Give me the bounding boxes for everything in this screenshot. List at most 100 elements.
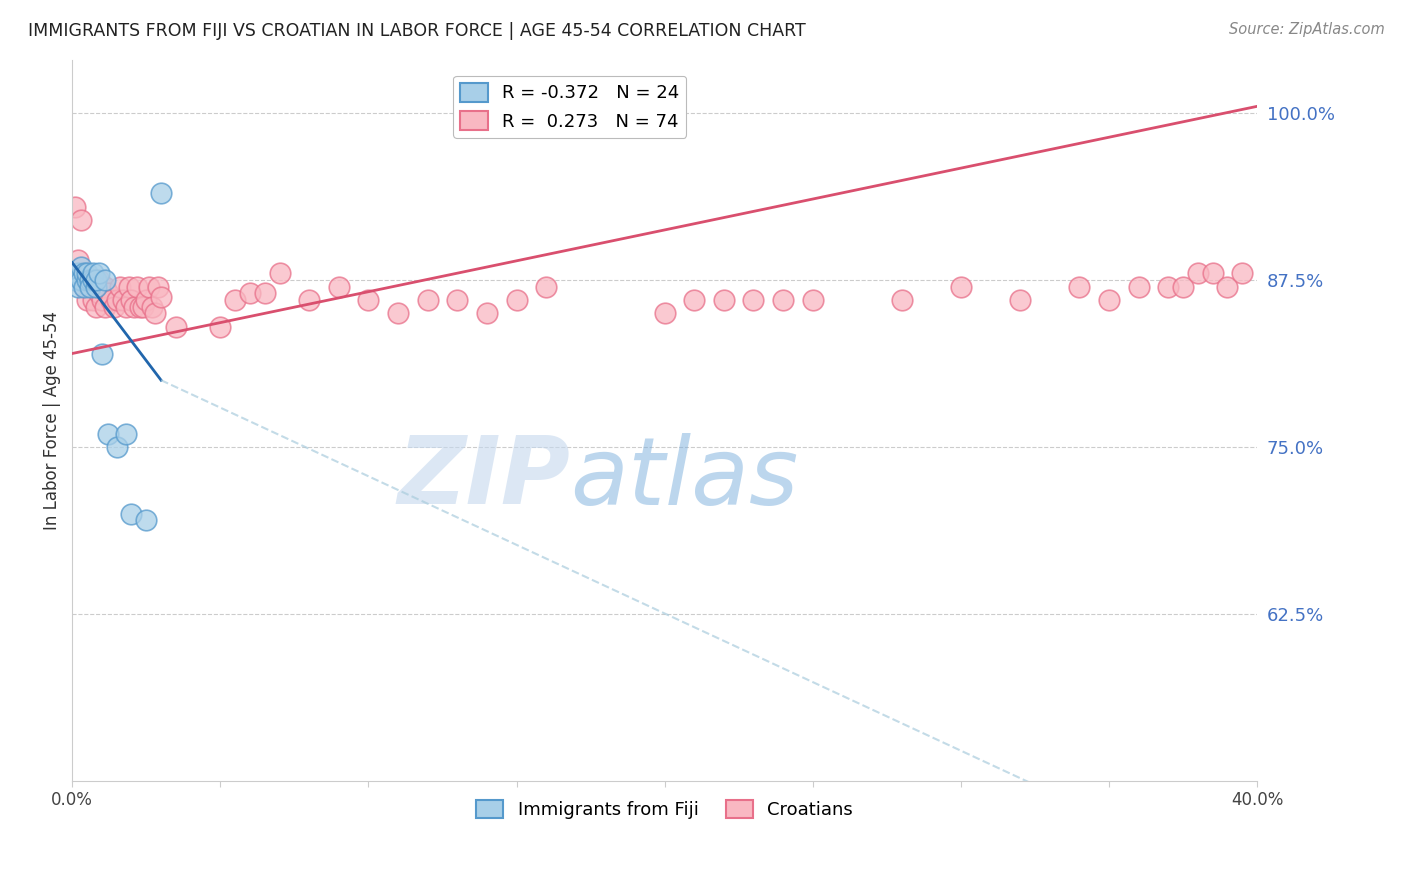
Point	[111, 293, 134, 307]
Point	[84, 279, 107, 293]
Point	[534, 279, 557, 293]
Point	[63, 273, 86, 287]
Point	[165, 319, 187, 334]
Legend: Immigrants from Fiji, Croatians: Immigrants from Fiji, Croatians	[470, 792, 860, 826]
Point	[105, 440, 128, 454]
Point	[79, 279, 101, 293]
Point	[82, 279, 104, 293]
Point	[114, 426, 136, 441]
Point	[84, 300, 107, 314]
Point	[654, 306, 676, 320]
Point	[683, 293, 706, 307]
Point	[121, 293, 143, 307]
Point	[73, 273, 96, 287]
Point	[63, 273, 86, 287]
Point	[1232, 266, 1254, 280]
Point	[505, 293, 527, 307]
Point	[63, 200, 86, 214]
Point	[416, 293, 439, 307]
Point	[224, 293, 246, 307]
Point	[90, 279, 112, 293]
Point	[143, 306, 166, 320]
Point	[129, 300, 152, 314]
Point	[138, 279, 160, 293]
Point	[114, 300, 136, 314]
Point	[135, 293, 157, 307]
Point	[79, 279, 101, 293]
Point	[121, 507, 143, 521]
Point	[1069, 279, 1091, 293]
Point	[357, 293, 380, 307]
Point	[94, 279, 117, 293]
Point	[82, 266, 104, 280]
Point	[328, 279, 350, 293]
Point	[141, 300, 163, 314]
Point	[82, 293, 104, 307]
Point	[94, 273, 117, 287]
Point	[108, 279, 131, 293]
Point	[97, 286, 120, 301]
Text: IMMIGRANTS FROM FIJI VS CROATIAN IN LABOR FORCE | AGE 45-54 CORRELATION CHART: IMMIGRANTS FROM FIJI VS CROATIAN IN LABO…	[28, 22, 806, 40]
Point	[1010, 293, 1032, 307]
Point	[146, 279, 169, 293]
Point	[1157, 279, 1180, 293]
Point	[103, 300, 125, 314]
Point	[87, 273, 110, 287]
Point	[79, 273, 101, 287]
Point	[73, 266, 96, 280]
Point	[84, 273, 107, 287]
Point	[73, 279, 96, 293]
Point	[801, 293, 824, 307]
Point	[76, 266, 98, 280]
Point	[127, 279, 149, 293]
Point	[949, 279, 972, 293]
Point	[239, 286, 262, 301]
Point	[90, 346, 112, 360]
Point	[117, 279, 139, 293]
Point	[1187, 266, 1209, 280]
Y-axis label: In Labor Force | Age 45-54: In Labor Force | Age 45-54	[44, 310, 60, 530]
Point	[150, 290, 173, 304]
Point	[87, 266, 110, 280]
Point	[1128, 279, 1150, 293]
Point	[100, 293, 122, 307]
Point	[70, 273, 93, 287]
Point	[87, 286, 110, 301]
Point	[105, 293, 128, 307]
Text: ZIP: ZIP	[396, 432, 569, 524]
Point	[70, 260, 93, 274]
Point	[446, 293, 468, 307]
Point	[1098, 293, 1121, 307]
Point	[97, 426, 120, 441]
Point	[67, 266, 90, 280]
Point	[890, 293, 912, 307]
Point	[76, 273, 98, 287]
Point	[475, 306, 498, 320]
Point	[253, 286, 276, 301]
Point	[76, 273, 98, 287]
Point	[70, 273, 93, 287]
Point	[132, 300, 155, 314]
Point	[73, 279, 96, 293]
Point	[150, 186, 173, 201]
Point	[387, 306, 409, 320]
Point	[1216, 279, 1239, 293]
Point	[90, 293, 112, 307]
Point	[67, 273, 90, 287]
Point	[82, 273, 104, 287]
Point	[1201, 266, 1223, 280]
Point	[84, 279, 107, 293]
Text: Source: ZipAtlas.com: Source: ZipAtlas.com	[1229, 22, 1385, 37]
Point	[742, 293, 765, 307]
Point	[67, 252, 90, 267]
Point	[70, 213, 93, 227]
Point	[135, 514, 157, 528]
Point	[772, 293, 794, 307]
Point	[298, 293, 321, 307]
Point	[76, 293, 98, 307]
Point	[1171, 279, 1194, 293]
Text: atlas: atlas	[569, 433, 799, 524]
Point	[269, 266, 291, 280]
Point	[209, 319, 232, 334]
Point	[94, 300, 117, 314]
